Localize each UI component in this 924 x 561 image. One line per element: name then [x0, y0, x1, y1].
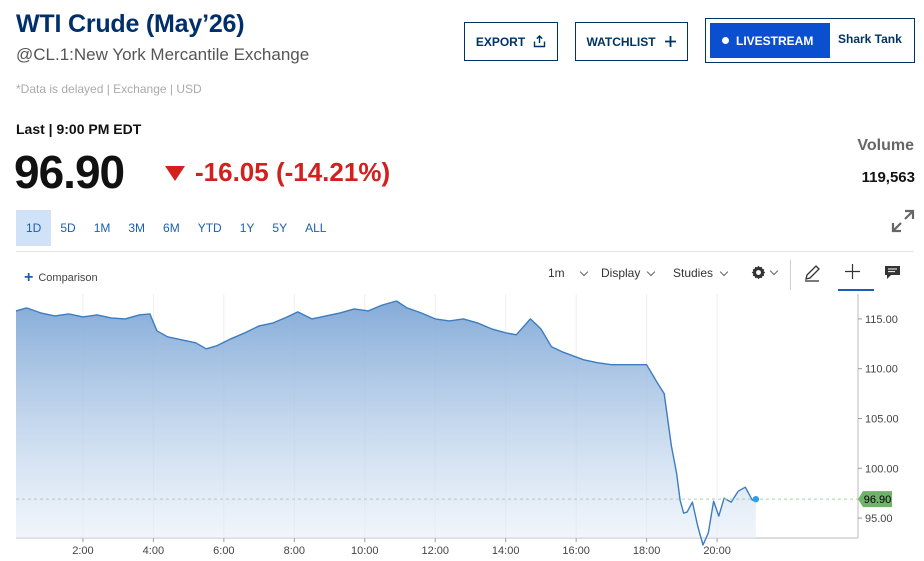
x-tick-label: 20:00 [703, 545, 731, 557]
y-tick-label: 115.00 [865, 314, 898, 326]
crosshair-active-indicator [838, 289, 874, 291]
comparison-label: Comparison [38, 272, 98, 284]
last-value-label: 96.90 [864, 494, 892, 506]
studies-dropdown[interactable]: Studies [673, 266, 729, 280]
export-button[interactable]: EXPORT [464, 22, 558, 61]
x-tick-label: 8:00 [284, 545, 305, 557]
chevron-down-icon [579, 267, 588, 276]
price-chart[interactable]: 2:00 4:00 6:00 8:00 10:00 12:00 14:00 16:00 18:0… [0, 294, 924, 561]
expand-icon[interactable] [891, 209, 915, 233]
toolbar-separator [790, 260, 791, 290]
display-dropdown[interactable]: Display [601, 266, 656, 280]
range-tab-5y[interactable]: 5Y [272, 221, 288, 235]
last-price: 96.90 [14, 146, 125, 198]
price-area [16, 301, 756, 545]
crosshair-icon[interactable] [845, 264, 860, 279]
livestream-show-link[interactable]: Shark Tank [838, 32, 902, 46]
livestream-label: LIVESTREAM [736, 33, 814, 48]
volume-value: 119,563 [861, 169, 915, 186]
price-change-value: -16.05 (-14.21%) [195, 157, 391, 187]
interval-dropdown[interactable]: 1m [548, 266, 588, 280]
draw-pencil-icon[interactable] [803, 264, 821, 282]
live-dot-icon [722, 37, 729, 44]
range-tab-3m[interactable]: 3M [128, 221, 146, 235]
data-delayed-note: *Data is delayed | Exchange | USD [16, 82, 202, 96]
x-tick-label: 2:00 [72, 545, 93, 557]
x-tick-label: 18:00 [633, 545, 661, 557]
range-tab-5d[interactable]: 5D [60, 221, 76, 235]
y-tick-label: 105.00 [865, 413, 899, 425]
comparison-button[interactable]: + Comparison [24, 269, 98, 287]
y-tick-label: 100.00 [865, 463, 899, 475]
share-icon [533, 35, 546, 48]
x-tick-label: 14:00 [492, 545, 520, 557]
range-tab-6m[interactable]: 6M [163, 221, 180, 235]
volume-label: Volume [857, 137, 914, 154]
livestream-button[interactable]: LIVESTREAM [710, 23, 830, 58]
range-tab-all[interactable]: ALL [305, 221, 327, 235]
studies-label: Studies [673, 266, 714, 280]
x-tick-label: 6:00 [213, 545, 234, 557]
livestream-panel: LIVESTREAM Shark Tank [705, 18, 915, 63]
interval-label: 1m [548, 266, 565, 280]
display-label: Display [601, 266, 641, 280]
comment-icon[interactable] [884, 265, 901, 280]
y-tick-label: 95.00 [865, 513, 893, 525]
chevron-down-icon [769, 266, 779, 276]
time-range-selector: 1D 5D 1M 3M 6M YTD 1Y 5Y ALL [16, 210, 335, 246]
x-tick-label: 16:00 [562, 545, 590, 557]
plus-icon: + [24, 269, 34, 286]
last-trade-time: Last | 9:00 PM EDT [16, 121, 142, 137]
instrument-title: WTI Crude (May’26) [16, 10, 245, 38]
chevron-down-icon [647, 267, 656, 276]
range-tab-1y[interactable]: 1Y [239, 221, 255, 235]
watchlist-button[interactable]: WATCHLIST [575, 22, 688, 61]
y-tick-label: 110.00 [865, 364, 898, 376]
chevron-down-icon [719, 267, 729, 276]
toolbar-divider [16, 251, 914, 252]
plus-icon [664, 36, 676, 47]
watchlist-label: WATCHLIST [586, 34, 656, 49]
exchange-subtitle: @CL.1:New York Mercantile Exchange [16, 45, 310, 64]
range-tab-ytd[interactable]: YTD [197, 221, 222, 235]
price-line [15, 300, 756, 546]
range-tab-1m[interactable]: 1M [93, 221, 111, 235]
gear-icon [751, 265, 766, 280]
last-value-flag [858, 491, 892, 508]
export-label: EXPORT [475, 34, 526, 49]
down-arrow-icon [165, 166, 185, 181]
x-tick-label: 10:00 [351, 545, 379, 557]
x-tick-label: 4:00 [143, 545, 164, 557]
chart-settings-dropdown[interactable] [751, 265, 779, 280]
x-tick-label: 12:00 [421, 545, 449, 557]
last-point-marker [752, 495, 760, 503]
range-tab-1d[interactable]: 1D [16, 210, 52, 246]
price-change: -16.05 (-14.21%) [165, 157, 390, 188]
